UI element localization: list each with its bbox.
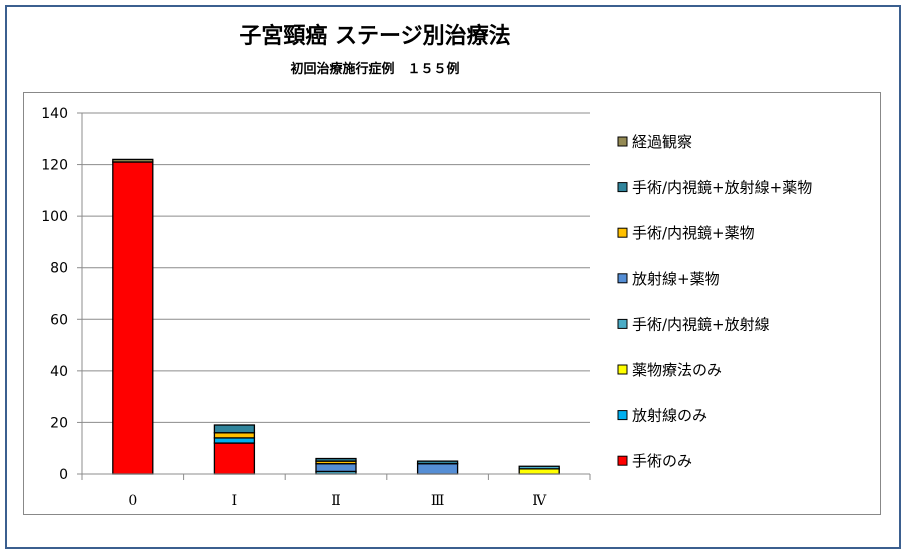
- bar-segment: [213, 424, 256, 434]
- bar-segment: [416, 460, 459, 465]
- legend-swatch: [617, 455, 628, 466]
- x-tick-label: Ⅲ: [431, 493, 445, 509]
- legend-swatch: [617, 136, 628, 147]
- legend-label: 手術/内視鏡+薬物: [632, 224, 755, 242]
- y-tick-label: 100: [41, 209, 68, 225]
- bar-segment: [416, 463, 459, 475]
- bar-segment: [112, 158, 154, 163]
- legend-swatch: [617, 364, 628, 375]
- x-tick-label: Ⅱ: [331, 493, 341, 509]
- legend-label: 放射線のみ: [632, 407, 707, 425]
- bar-segment: [518, 465, 560, 470]
- bar-segment: [315, 463, 357, 473]
- legend-label: 手術/内視鏡+放射線+薬物: [632, 179, 812, 197]
- y-tick-label: 60: [50, 312, 68, 328]
- y-tick-label: 120: [41, 158, 68, 174]
- y-tick-label: 40: [50, 364, 68, 380]
- bar-segment: [518, 468, 560, 475]
- y-tick-label: 80: [50, 261, 68, 277]
- bar-segment: [213, 437, 256, 444]
- x-tick-label: 0: [128, 493, 137, 509]
- legend-label: 手術/内視鏡+放射線: [632, 315, 770, 333]
- legend-label: 放射線+薬物: [632, 270, 720, 288]
- chart-subtitle: 初回治療施行症例 １５５例: [290, 62, 460, 77]
- legend-label: 手術のみ: [632, 452, 692, 470]
- bar-segment: [213, 432, 256, 439]
- x-tick-label: Ⅳ: [532, 493, 547, 509]
- y-tick-label: 0: [59, 467, 68, 483]
- bar-segment: [315, 457, 357, 462]
- bar-segment: [213, 442, 256, 475]
- legend-swatch: [617, 227, 628, 238]
- chart-frame: [5, 5, 901, 549]
- legend-swatch: [617, 410, 628, 421]
- bar-segment: [112, 161, 154, 475]
- legend-label: 薬物療法のみ: [632, 361, 722, 379]
- legend-swatch: [617, 318, 628, 329]
- legend-swatch: [617, 273, 628, 284]
- plot-area-box: [23, 92, 881, 515]
- y-tick-label: 140: [41, 106, 68, 122]
- chart-title: 子宮頸癌 ステージ別治療法: [239, 24, 511, 49]
- y-tick-label: 20: [50, 415, 68, 431]
- legend-label: 経過観察: [632, 133, 692, 151]
- x-tick-label: Ⅰ: [232, 493, 238, 509]
- legend-swatch: [617, 182, 628, 193]
